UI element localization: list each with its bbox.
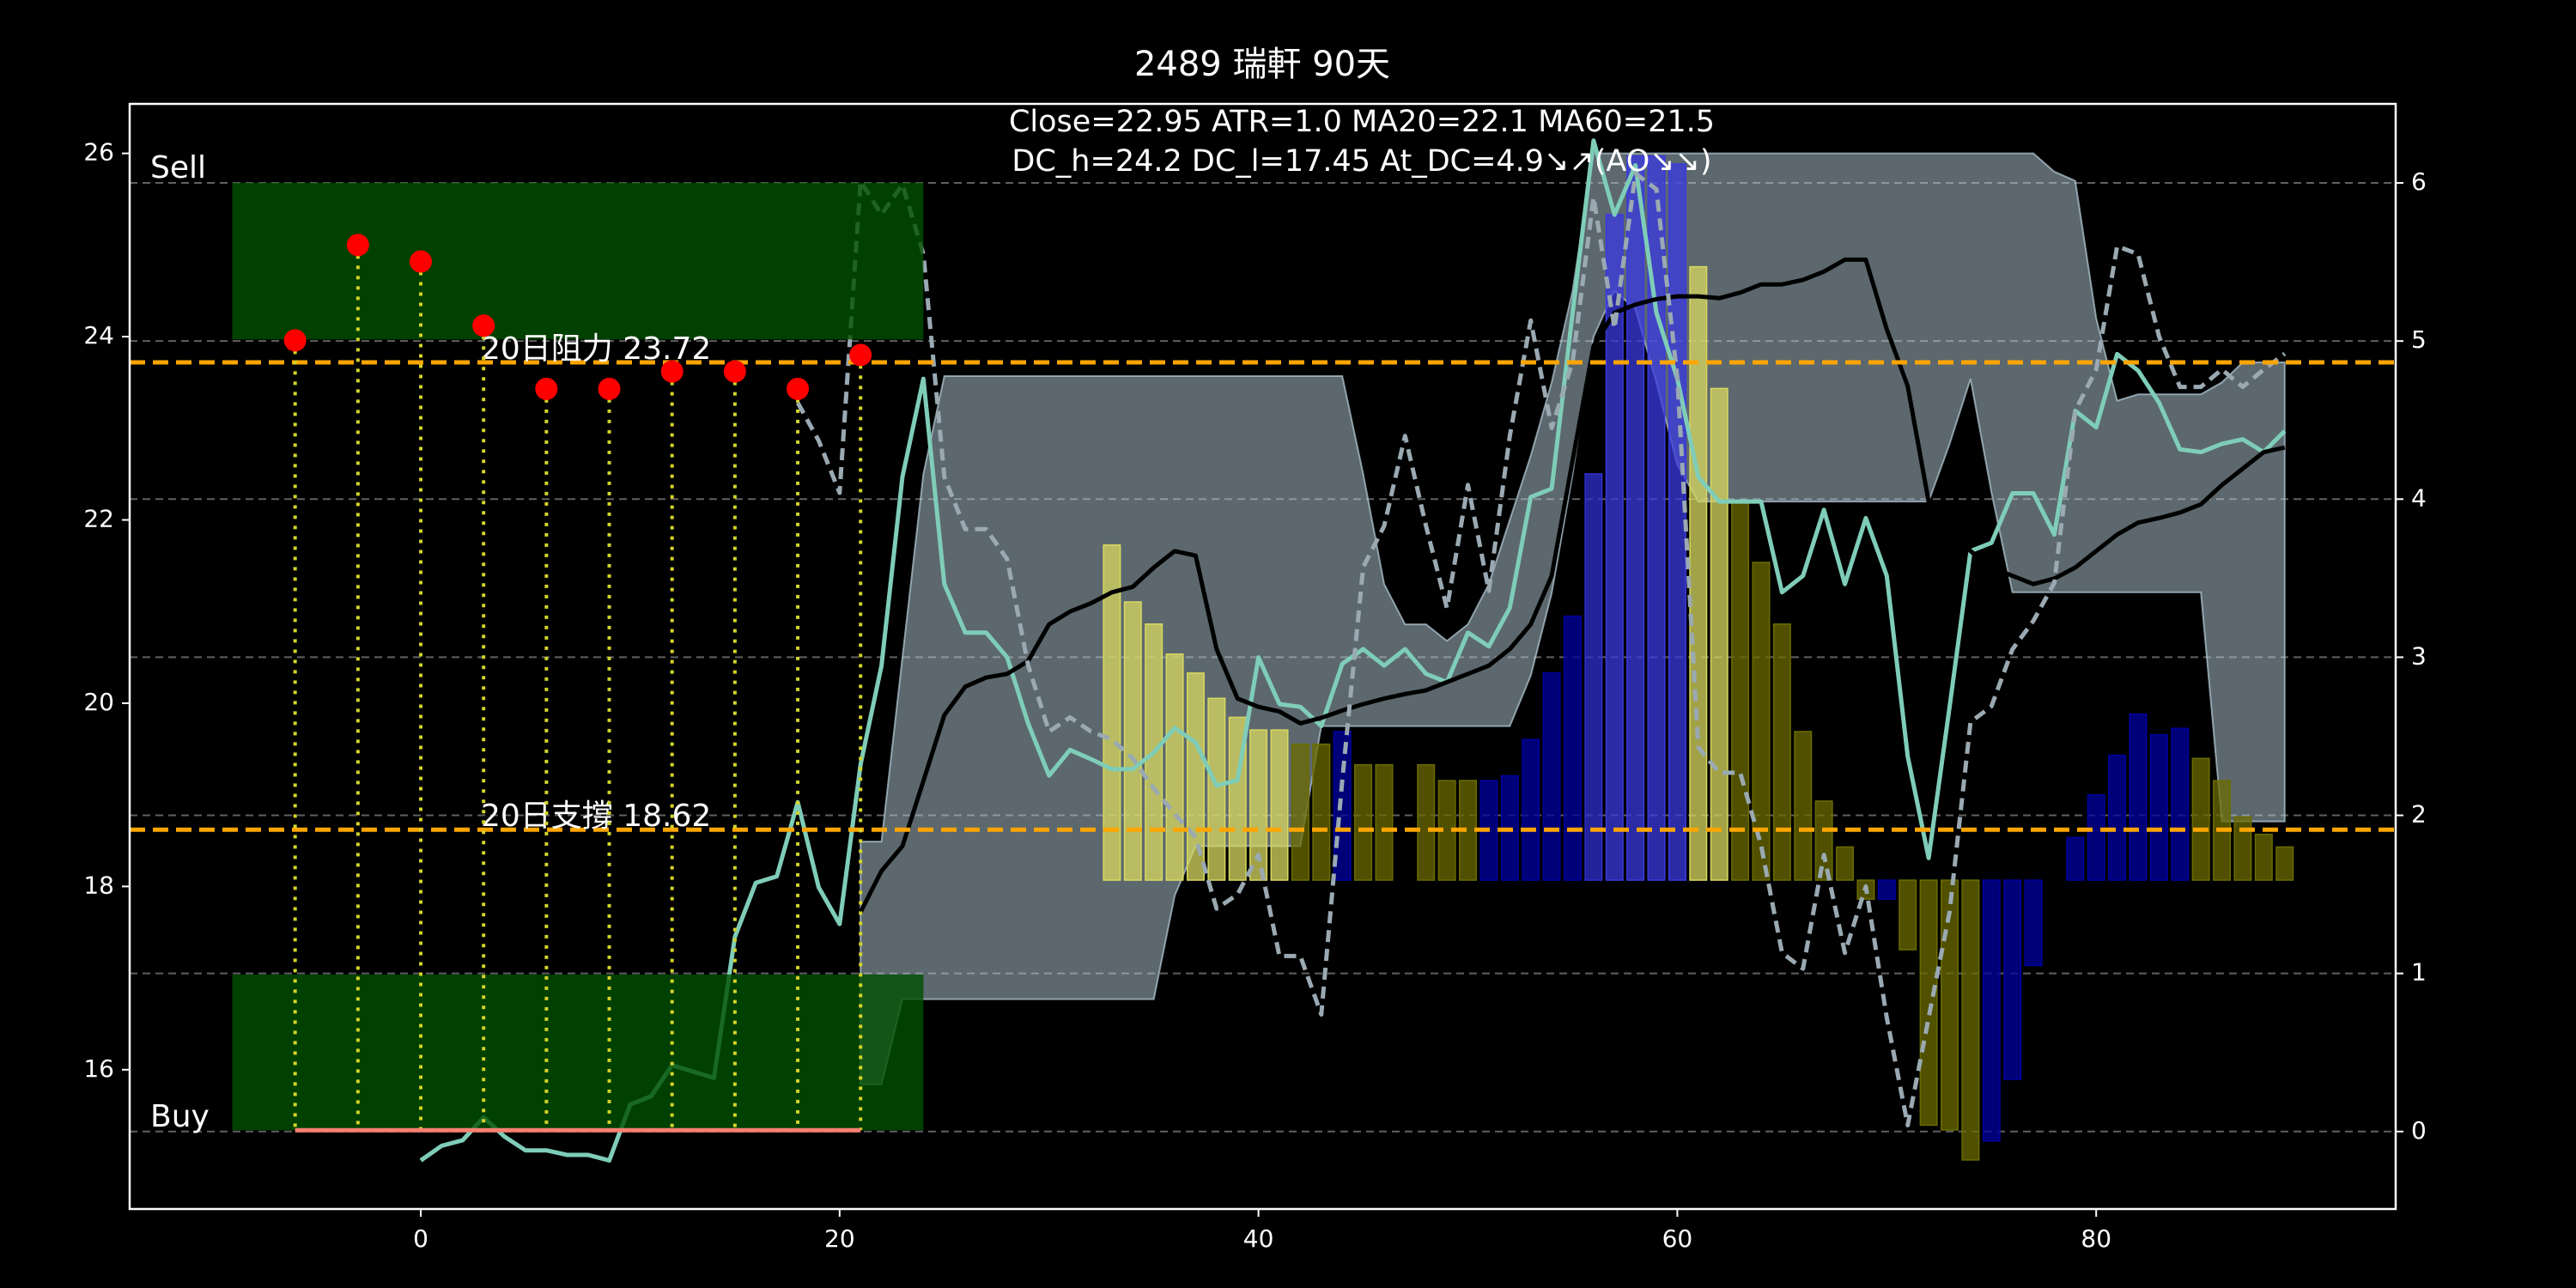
y2-tick-label: 0 [2411, 1116, 2427, 1145]
bar [2129, 713, 2148, 881]
signal-dot [598, 377, 621, 400]
y2-tick-label: 4 [2411, 483, 2427, 512]
signal-dot [535, 377, 558, 400]
bar [1249, 729, 1268, 881]
y2-tick-label: 5 [2411, 325, 2427, 354]
bar [1584, 473, 1603, 881]
zone-label: Buy [150, 1099, 210, 1134]
y-tick-label: 26 [83, 138, 114, 167]
bar [2087, 793, 2105, 881]
bar [1668, 163, 1686, 881]
x-tick-label: 80 [2081, 1224, 2111, 1253]
y2-tick-label: 1 [2411, 958, 2427, 987]
x-tick-label: 40 [1243, 1224, 1274, 1253]
signal-dot [346, 234, 369, 257]
signal-dot [849, 343, 872, 367]
bar [1752, 562, 1771, 881]
bar [1312, 743, 1331, 881]
zone [232, 182, 924, 340]
y2-tick-label: 2 [2411, 800, 2427, 829]
signal-dot [723, 360, 746, 383]
bar [1961, 879, 1980, 1161]
bar [1186, 672, 1205, 881]
bar [1417, 763, 1436, 881]
x-tick-label: 60 [1662, 1224, 1693, 1253]
bar [1794, 731, 1813, 881]
bar [1899, 879, 1917, 951]
bar [1919, 879, 1938, 1127]
bar [1689, 265, 1708, 881]
annotation: DC_h=24.2 DC_l=17.45 At_DC=4.9↘↗(AO↘↘) [1012, 144, 1711, 179]
line-series [795, 171, 2287, 1127]
bar [1522, 738, 1540, 881]
bar [2066, 836, 2085, 881]
zone-label: Sell [150, 150, 206, 185]
chart-title: 2489 瑞軒 90天 [1134, 45, 1390, 84]
bar [1563, 615, 1582, 881]
signal-dot [410, 250, 433, 273]
signal-dot [283, 329, 307, 352]
bar [2149, 733, 2168, 881]
bar [1354, 763, 1373, 881]
y2-tick-label: 3 [2411, 641, 2427, 670]
y-tick-label: 20 [83, 688, 114, 716]
bar [2254, 833, 2273, 881]
y-tick-label: 16 [83, 1054, 114, 1083]
line-series [858, 257, 2286, 914]
bar [1731, 500, 1750, 881]
bar [1814, 800, 1833, 881]
y-tick-label: 18 [83, 871, 114, 899]
level-label: 20日支撐 18.62 [481, 799, 711, 834]
bar [1940, 879, 1959, 1131]
signal-dot [787, 377, 810, 400]
bar [1710, 387, 1728, 881]
bar [1877, 879, 1896, 900]
x-tick-label: 20 [824, 1224, 855, 1253]
bar [1626, 155, 1645, 881]
y2-tick-label: 6 [2411, 167, 2427, 196]
bar [1123, 601, 1142, 881]
bar [2275, 846, 2294, 881]
bar [1207, 697, 1226, 881]
bar [1982, 879, 2001, 1142]
bar [1375, 763, 1394, 881]
bar [1772, 623, 1791, 881]
bar [1542, 672, 1561, 881]
signal-dot [472, 314, 495, 337]
signal-dot [660, 360, 683, 383]
bar [2003, 879, 2022, 1080]
axes-frame [128, 102, 2397, 1211]
annotation: Close=22.95 ATR=1.0 MA20=22.1 MA60=21.5 [1009, 105, 1715, 139]
bar [2108, 754, 2127, 881]
bar [1647, 155, 1666, 881]
bar [1270, 729, 1289, 881]
x-tick-label: 0 [413, 1224, 428, 1253]
bar [2024, 879, 2043, 967]
bar [1291, 743, 1309, 881]
bar [2171, 727, 2190, 881]
zone [232, 974, 924, 1131]
y-tick-label: 24 [83, 321, 114, 349]
y-tick-label: 22 [83, 504, 114, 532]
bar [1836, 846, 1855, 881]
bar [2191, 757, 2210, 881]
bar [1103, 544, 1121, 881]
bar [2233, 816, 2252, 881]
bar [1165, 653, 1184, 881]
